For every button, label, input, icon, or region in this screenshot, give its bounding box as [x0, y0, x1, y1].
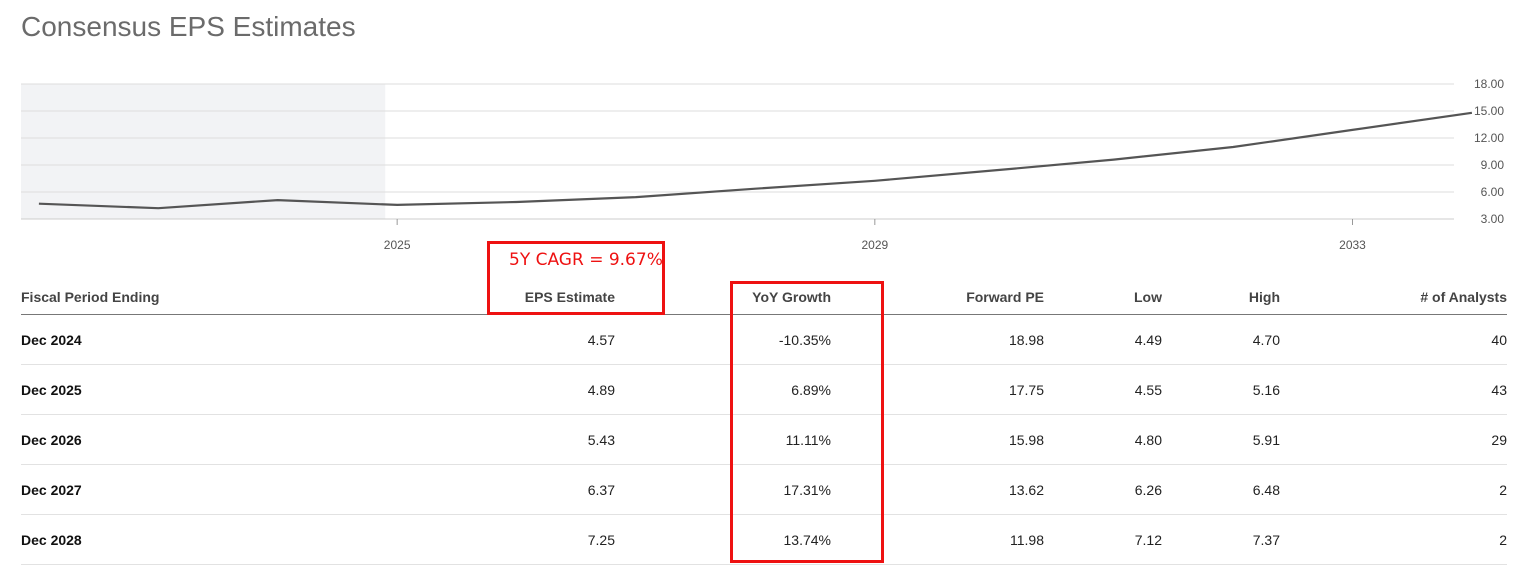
cell-high: 4.70: [1162, 314, 1280, 365]
page-title: Consensus EPS Estimates: [21, 11, 356, 42]
y-tick-label: 3.00: [1481, 212, 1505, 226]
cell-low: 4.49: [1044, 314, 1162, 365]
cell-low: 4.55: [1044, 364, 1162, 415]
cell-period: Dec 2025: [21, 364, 201, 415]
cell-period: Dec 2026: [21, 414, 201, 465]
cell-high: 5.16: [1162, 364, 1280, 415]
cell-analysts: 2: [1280, 514, 1507, 565]
cell-eps: 4.57: [201, 314, 615, 365]
cell-forward-pe: 15.98: [831, 414, 1044, 465]
cell-period: Dec 2024: [21, 314, 201, 365]
cell-yoy: -10.35%: [615, 314, 831, 365]
cell-analysts: 40: [1280, 314, 1507, 365]
x-tick-label: 2025: [384, 238, 411, 252]
table-row: Dec 2024 4.57 -10.35% 18.98 4.49 4.70 40: [21, 314, 1507, 365]
cell-period: Dec 2028: [21, 514, 201, 565]
table-row: Dec 2028 7.25 13.74% 11.98 7.12 7.37 2: [21, 514, 1507, 565]
header-yoy-growth[interactable]: YoY Growth: [615, 280, 831, 315]
y-tick-label: 15.00: [1474, 104, 1504, 118]
table-row: Dec 2025 4.89 6.89% 17.75 4.55 5.16 43: [21, 364, 1507, 415]
eps-line-chart: 18.00 15.00 12.00 9.00 6.00 3.00 2025 2029 2033: [21, 77, 1505, 252]
cell-low: 4.80: [1044, 414, 1162, 465]
cell-forward-pe: 13.62: [831, 464, 1044, 515]
header-forward-pe[interactable]: Forward PE: [831, 280, 1044, 315]
header-fiscal-period[interactable]: Fiscal Period Ending: [21, 280, 201, 315]
cell-high: 5.91: [1162, 414, 1280, 465]
cell-low: 7.12: [1044, 514, 1162, 565]
cell-forward-pe: 18.98: [831, 314, 1044, 365]
y-tick-label: 6.00: [1481, 185, 1505, 199]
eps-series-line: [38, 111, 1473, 210]
cell-high: 7.37: [1162, 514, 1280, 565]
y-tick-label: 9.00: [1481, 158, 1505, 172]
cell-yoy: 13.74%: [615, 514, 831, 565]
cell-eps: 5.43: [201, 414, 615, 465]
header-low[interactable]: Low: [1044, 280, 1162, 315]
cell-yoy: 11.11%: [615, 414, 831, 465]
cell-low: 6.26: [1044, 464, 1162, 515]
cell-forward-pe: 11.98: [831, 514, 1044, 565]
cagr-annotation-label: 5Y CAGR = 9.67%: [509, 250, 663, 270]
historical-shade: [21, 84, 386, 219]
cell-eps: 7.25: [201, 514, 615, 565]
header-high[interactable]: High: [1162, 280, 1280, 315]
table-row: Dec 2026 5.43 11.11% 15.98 4.80 5.91 29: [21, 414, 1507, 465]
x-tick-label: 2033: [1339, 238, 1366, 252]
cell-analysts: 2: [1280, 464, 1507, 515]
cell-eps: 4.89: [201, 364, 615, 415]
cell-period: Dec 2027: [21, 464, 201, 515]
cell-yoy: 6.89%: [615, 364, 831, 415]
y-tick-label: 18.00: [1474, 77, 1504, 91]
eps-estimates-table: Fiscal Period Ending EPS Estimate YoY Gr…: [21, 280, 1507, 565]
cell-analysts: 29: [1280, 414, 1507, 465]
cell-yoy: 17.31%: [615, 464, 831, 515]
cell-analysts: 43: [1280, 364, 1507, 415]
header-analysts[interactable]: # of Analysts: [1280, 280, 1507, 315]
cell-high: 6.48: [1162, 464, 1280, 515]
cell-forward-pe: 17.75: [831, 364, 1044, 415]
cell-eps: 6.37: [201, 464, 615, 515]
x-tick-label: 2029: [861, 238, 888, 252]
header-eps-estimate[interactable]: EPS Estimate: [201, 280, 615, 315]
table-header-row: Fiscal Period Ending EPS Estimate YoY Gr…: [21, 280, 1507, 315]
table-row: Dec 2027 6.37 17.31% 13.62 6.26 6.48 2: [21, 464, 1507, 515]
y-tick-label: 12.00: [1474, 131, 1504, 145]
